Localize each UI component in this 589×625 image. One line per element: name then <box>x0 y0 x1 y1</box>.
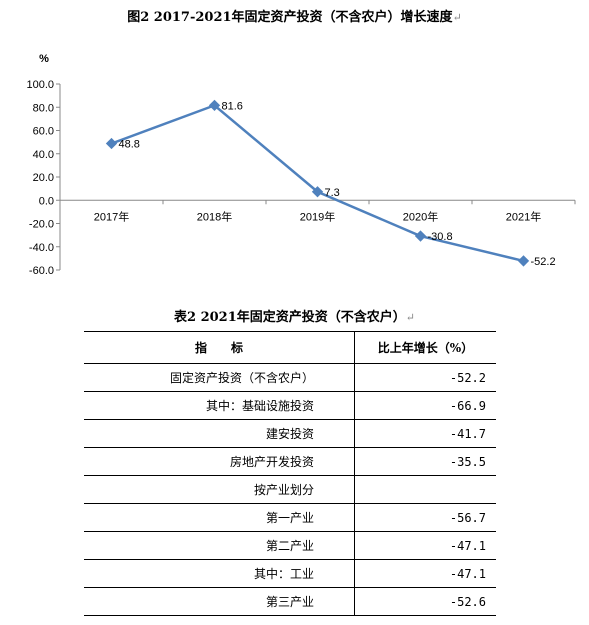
row-growth-value: -52.2 <box>354 363 496 392</box>
row-indicator: 其中：基础设施投资 <box>84 391 355 420</box>
row-growth-value: -41.7 <box>354 419 496 448</box>
row-growth-value: -66.9 <box>354 391 496 420</box>
row-growth-value: -35.5 <box>354 447 496 476</box>
row-growth-value <box>354 475 496 504</box>
row-indicator: 第二产业 <box>84 531 355 560</box>
row-growth-value: -47.1 <box>354 531 496 560</box>
table-row: 其中：基础设施投资 -66.9 <box>84 391 496 420</box>
data-label: 48.8 <box>119 139 140 151</box>
y-tick-label: 20.0 <box>33 172 54 184</box>
row-indicator: 建安投资 <box>84 419 355 448</box>
table-row: 房地产开发投资 -35.5 <box>84 447 496 476</box>
table-row: 第二产业 -47.1 <box>84 531 496 560</box>
table-row: 固定资产投资（不含农户） -52.2 <box>84 363 496 392</box>
x-tick-label: 2019年 <box>300 209 335 223</box>
row-growth-value: -56.7 <box>354 503 496 532</box>
table-row: 第三产业 -52.6 <box>84 587 496 616</box>
table-header-row: 指 标 比上年增长（%） <box>84 331 496 364</box>
table-title: 表2 2021年固定资产投资（不含农户）↵ <box>174 310 415 325</box>
table-row: 建安投资 -41.7 <box>84 419 496 448</box>
row-indicator: 固定资产投资（不含农户） <box>84 363 355 392</box>
data-label: -30.8 <box>428 231 453 243</box>
y-tick-label: 40.0 <box>33 149 54 161</box>
header-indicator: 指 标 <box>84 331 355 364</box>
investment-table: 指 标 比上年增长（%） 固定资产投资（不含农户） -52.2 其中：基础设施投资 -… <box>84 331 496 616</box>
data-point <box>517 255 530 267</box>
row-growth-value: -47.1 <box>354 559 496 588</box>
row-indicator: 房地产开发投资 <box>84 447 355 476</box>
y-axis-unit: % <box>39 53 49 65</box>
table-row: 第一产业 -56.7 <box>84 503 496 532</box>
data-point <box>105 137 118 150</box>
x-tick-label: 2017年 <box>94 209 129 223</box>
y-tick-label: -20.0 <box>29 219 54 231</box>
x-tick-label: 2018年 <box>197 209 232 223</box>
line-chart: % 100.0 80.0 60.0 40.0 20.0 0.0 -20.0 -40.0 -60.0… <box>26 53 576 277</box>
y-tick-label: 0.0 <box>39 195 54 207</box>
data-label: 7.3 <box>325 187 340 199</box>
y-tick-label: 60.0 <box>33 126 54 138</box>
row-growth-value: -52.6 <box>354 587 496 616</box>
row-indicator: 按产业划分 <box>84 475 355 504</box>
table-row: 其中：工业 -47.1 <box>84 559 496 588</box>
table-row: 按产业划分 <box>84 475 496 504</box>
row-indicator: 其中：工业 <box>84 559 355 588</box>
row-indicator: 第一产业 <box>84 503 355 532</box>
table-body: 固定资产投资（不含农户） -52.2 其中：基础设施投资 -66.9 建安投资 -41.7… <box>84 363 496 616</box>
data-point <box>414 230 427 242</box>
x-tick-label: 2020年 <box>403 209 438 223</box>
y-tick-label: -40.0 <box>29 242 54 254</box>
y-tick-label: -60.0 <box>29 265 54 277</box>
data-point <box>311 186 324 198</box>
y-tick-label: 80.0 <box>33 102 54 114</box>
row-indicator: 第三产业 <box>84 587 355 616</box>
data-label: 81.6 <box>222 100 243 112</box>
data-label: -52.2 <box>531 256 556 268</box>
x-tick-label: 2021年 <box>506 209 541 223</box>
figure-title: 图2 2017-2021年固定资产投资（不含农户）增长速度↵ <box>127 10 462 25</box>
y-tick-label: 100.0 <box>26 79 54 91</box>
header-growth: 比上年增长（%） <box>354 331 496 364</box>
series-line <box>111 103 524 263</box>
